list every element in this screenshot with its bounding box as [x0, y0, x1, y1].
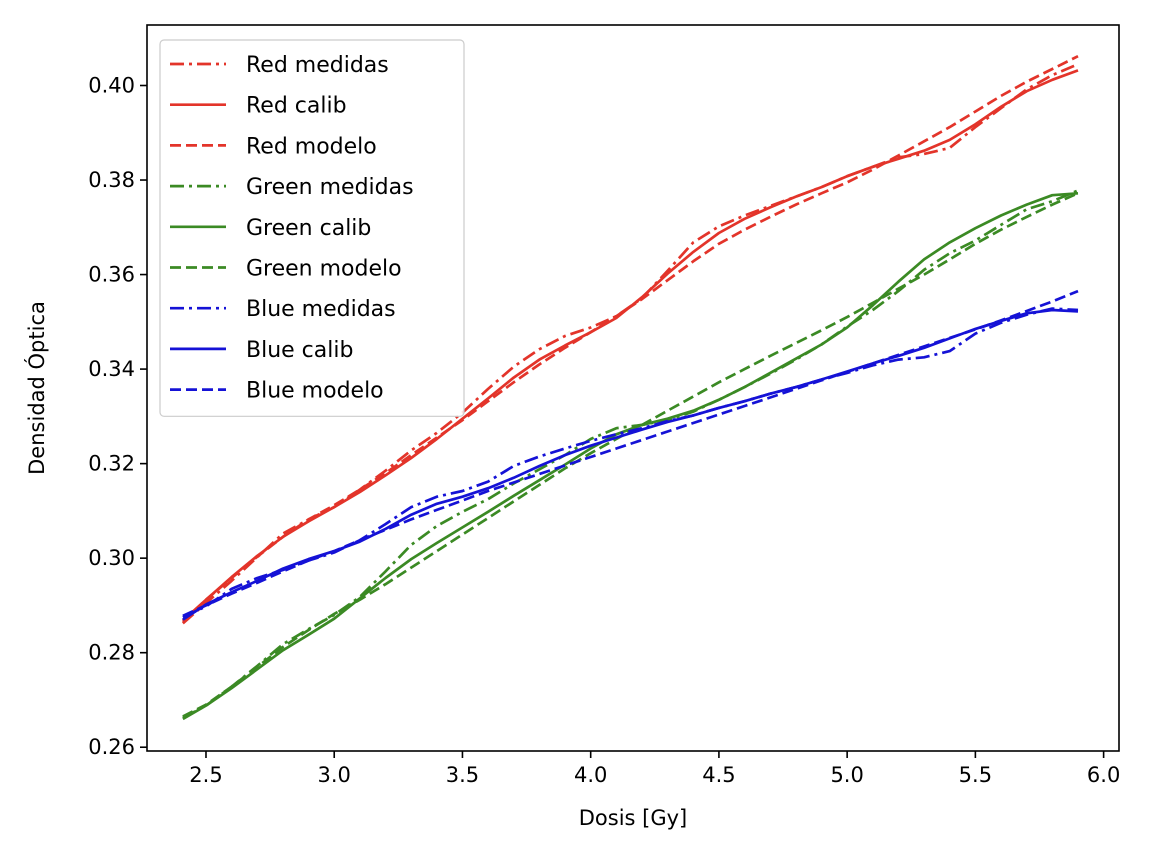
y-tick-label: 0.40 — [88, 74, 135, 98]
y-tick-label: 0.28 — [88, 641, 135, 665]
plot-area-frame — [146, 24, 1120, 752]
y-tick-label: 0.30 — [88, 546, 135, 570]
series-line-8 — [182, 289, 1079, 618]
x-tick-label: 3.5 — [446, 763, 479, 787]
x-tick-label: 6.0 — [1087, 763, 1120, 787]
axes-layer: 2.5 3.0 3.5 4.0 4.5 5.0 5.5 6.0 0.26 0.28 0.30 0.32… — [88, 74, 1120, 788]
legend-label: Red medidas — [246, 53, 389, 78]
legend-label: Green calib — [246, 216, 371, 241]
x-tick-label: 5.0 — [830, 763, 863, 787]
legend-label: Red calib — [246, 94, 347, 119]
x-tick-label: 2.5 — [189, 763, 222, 787]
legend-box — [159, 39, 465, 417]
legend: Red medidas Red calib Red modelo Green medi… — [159, 39, 465, 417]
legend-label: Red modelo — [246, 134, 377, 159]
x-tick-label: 3.0 — [318, 763, 351, 787]
legend-label: Blue calib — [246, 338, 353, 363]
legend-label: Blue medidas — [246, 297, 396, 322]
y-tick-label: 0.38 — [88, 168, 135, 192]
y-tick-label: 0.26 — [88, 735, 135, 759]
y-tick-label: 0.36 — [88, 263, 135, 287]
legend-label: Green modelo — [246, 257, 402, 282]
series-layer — [181, 54, 1079, 721]
series-line-4 — [182, 191, 1079, 721]
y-tick-label: 0.32 — [88, 452, 135, 476]
x-tick-label: 5.5 — [959, 763, 992, 787]
y-tick-label: 0.34 — [88, 357, 135, 381]
x-tick-label: 4.0 — [574, 763, 607, 787]
x-axis-title: Dosis [Gy] — [579, 806, 688, 830]
y-axis-title: Densidad Óptica — [24, 301, 49, 475]
series-line-6 — [182, 307, 1079, 619]
legend-label: Green medidas — [246, 175, 414, 200]
series-line-2 — [181, 54, 1079, 623]
legend-label: Blue modelo — [246, 379, 384, 404]
x-tick-label: 4.5 — [702, 763, 735, 787]
